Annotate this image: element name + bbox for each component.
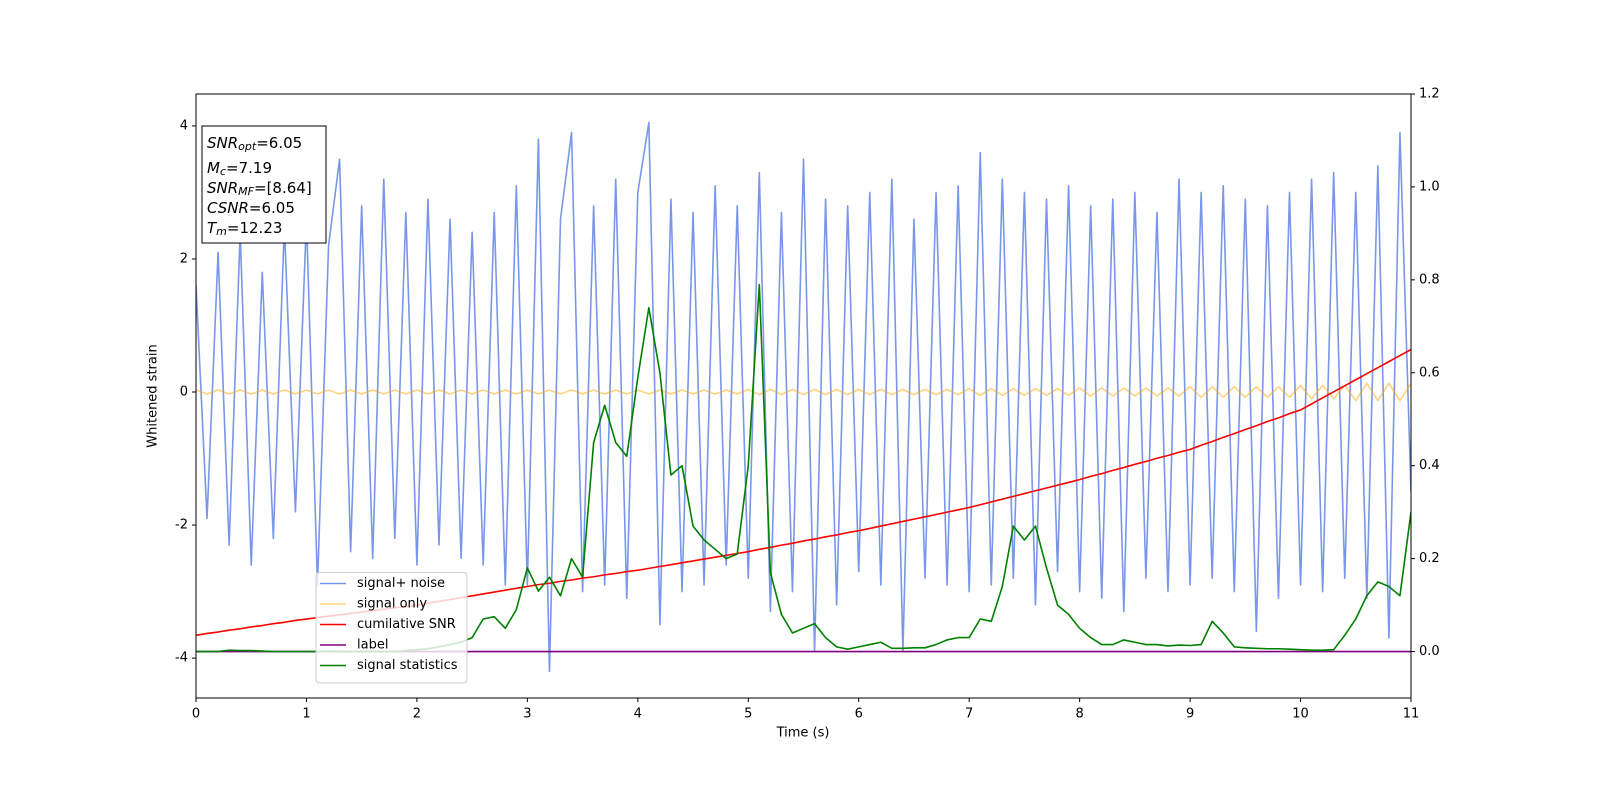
x-tick-label: 5 xyxy=(744,707,752,722)
annotation-line: SNRMF=[8.64] xyxy=(207,179,312,199)
y2-tick-label: 0.2 xyxy=(1419,551,1440,566)
annotation-line: Tm=12.23 xyxy=(207,219,282,239)
y2-tick-label: 0.8 xyxy=(1419,272,1440,287)
axes-frame xyxy=(195,93,1412,699)
annotation-value: =12.23 xyxy=(227,219,283,237)
annotation-value: =7.19 xyxy=(226,159,272,177)
series-line xyxy=(196,121,1411,673)
y-tick-label: -4 xyxy=(175,651,188,666)
annotation-value: =6.05 xyxy=(249,199,295,217)
y2-tick-label: 1.0 xyxy=(1419,179,1440,194)
y2-tick-label: 0.4 xyxy=(1419,458,1440,473)
x-tick-label: 10 xyxy=(1292,707,1309,722)
legend-label: label xyxy=(357,638,388,653)
x-tick-label: 9 xyxy=(1186,707,1194,722)
y-tick-label: 2 xyxy=(180,251,188,266)
y2-tick-label: 0.6 xyxy=(1419,365,1440,380)
annotation-symbol: CSNR xyxy=(207,199,249,217)
annotation-line: Mc=7.19 xyxy=(207,159,272,179)
x-tick-label: 1 xyxy=(302,707,310,722)
y-tick-label: 4 xyxy=(180,118,188,133)
x-tick-label: 11 xyxy=(1403,707,1420,722)
legend: signal+ noise signal only cumilative SNR la… xyxy=(315,572,468,684)
legend-label: signal only xyxy=(357,597,427,612)
annotation-symbol: T xyxy=(207,219,218,237)
y2-tick-label: 1.2 xyxy=(1419,87,1440,102)
annotation-line: CSNR=6.05 xyxy=(207,199,295,217)
y-tick-label: 0 xyxy=(180,385,188,400)
x-tick-label: 7 xyxy=(965,707,973,722)
x-tick-label: 8 xyxy=(1075,707,1083,722)
x-tick-label: 6 xyxy=(855,707,863,722)
series-line xyxy=(196,382,1411,402)
annotation-symbol: SNR xyxy=(207,179,238,197)
legend-label: signal statistics xyxy=(357,658,458,673)
annotation-line: SNRopt=6.05 xyxy=(207,134,302,154)
x-tick-label: 2 xyxy=(413,707,421,722)
annotation-symbol: SNR xyxy=(207,134,238,152)
annotation-value: =6.05 xyxy=(256,134,302,152)
annotation-value: =[8.64] xyxy=(254,179,312,197)
annotation-subscript: c xyxy=(220,165,226,178)
annotation-subscript: opt xyxy=(238,140,257,153)
legend-label: cumilative SNR xyxy=(357,617,456,632)
y2-tick-label: 0.0 xyxy=(1419,644,1440,659)
x-tick-label: 4 xyxy=(634,707,642,722)
x-axis-label: Time (s) xyxy=(776,726,830,741)
y-axis-label: Whitened strain xyxy=(146,344,161,447)
x-tick-label: 0 xyxy=(192,707,200,722)
legend-label: signal+ noise xyxy=(357,576,445,591)
annotation-box xyxy=(201,125,327,244)
legend-box xyxy=(315,572,468,684)
annotation-subscript: m xyxy=(216,225,227,238)
y-tick-label: -2 xyxy=(175,518,188,533)
annotation-subscript: MF xyxy=(238,185,254,198)
annotation-symbol: M xyxy=(207,159,220,177)
x-tick-label: 3 xyxy=(523,707,531,722)
